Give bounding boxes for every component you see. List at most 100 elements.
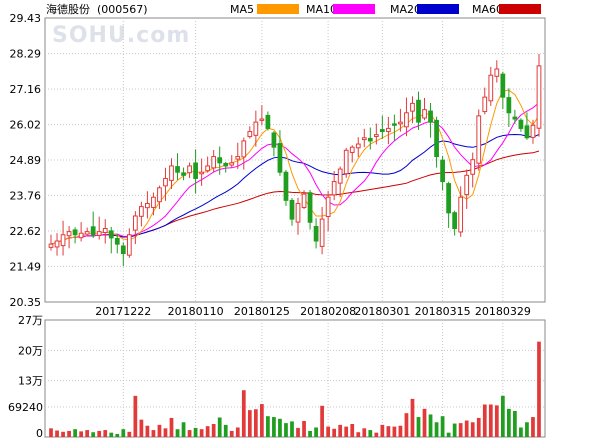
volume-bar [73,429,77,437]
candle-body [187,165,192,174]
volume-bar [525,422,529,437]
volume-bar [446,432,451,437]
volume-bar [380,424,385,437]
candle-body [271,132,277,148]
candle-body [199,171,204,175]
candle-body [506,97,512,114]
price-tick-label: 22.62 [10,225,42,238]
candle-body [108,230,114,239]
volume-bar [55,430,59,437]
candle-body [307,192,313,223]
volume-bar [169,417,174,437]
volume-bar [133,395,138,437]
volume-bar [272,417,276,437]
ma60-polyline [50,150,540,245]
price-axis: 29.43 28.29 27.16 26.02 24.89 23.76 22.62 21.49… [10,12,42,309]
volume-bar [103,430,108,437]
candle-body [265,114,271,129]
candlesticks [48,53,542,266]
candle-body [235,156,241,160]
volume-bar [79,431,84,437]
volume-bar [49,428,53,437]
candle-body [337,168,343,184]
date-axis: 20171222 20180110 20180125 2018020820180301… [95,305,531,318]
candle-body [241,140,247,158]
volume-bar [145,425,150,437]
date-tick-label: 20180125 [234,305,290,318]
candle-body [319,218,325,247]
volume-tick-label: 0 [36,427,43,440]
volume-bar [187,430,192,437]
candle-body [102,227,108,234]
volume-bar [416,417,421,437]
candle-body [301,193,307,208]
candle-body [120,245,126,255]
candle-body [470,159,476,175]
legend-swatch-ma10 [333,4,375,14]
candle-body [126,234,132,256]
ma5-polyline [50,89,540,245]
candle-body [253,121,259,136]
candle-body [247,131,253,138]
candle-body [500,73,506,98]
volume-bar [157,424,162,437]
volume-bar [223,424,228,437]
candle-body [193,162,198,179]
stock-code: (000567) [97,3,148,16]
ma10-line [50,102,540,245]
candle-body [205,165,211,172]
volume-bar [290,421,294,437]
volume-bar [193,427,198,437]
candle-body [446,183,451,214]
volume-bar [211,424,216,437]
candle-body [422,109,427,119]
price-tick-label: 27.16 [10,83,42,96]
date-tick-label: 20180315 [415,305,471,318]
volume-bar [284,423,288,437]
candle-body [349,146,355,153]
volume-tick-label: 20万 [18,344,43,357]
legend-label-ma5: MA5 [230,3,254,16]
volume-bar [422,408,427,437]
price-tick-label: 20.35 [10,296,42,309]
volume-bar [506,408,511,437]
candle-body [367,137,373,142]
candle-body [482,96,488,113]
candle-body [458,196,464,233]
price-tick-label: 28.29 [10,48,42,61]
volume-bar [247,410,252,437]
candle-body [494,68,500,77]
candle-body [132,215,138,231]
candle-body [163,177,168,187]
volume-panel-frame [44,319,546,438]
candle-body [181,172,186,176]
candle-body [410,102,415,112]
candle-body [434,119,439,158]
date-tick-label: 20180329 [475,305,531,318]
volume-bar [115,433,120,437]
candle-body [289,199,295,220]
candle-body [169,165,174,181]
candle-body [518,119,524,129]
candle-body [223,162,229,167]
volume-bars [49,341,541,437]
volume-bar [458,423,463,437]
volume-bar [440,416,445,437]
price-tick-label: 23.76 [10,189,42,202]
legend-swatch-ma5 [257,4,299,14]
candle-body [157,187,162,203]
volume-bar [91,432,96,437]
volume-bar [368,430,373,437]
volume-bar [404,413,409,437]
volume-bar [163,428,168,437]
candle-body [211,156,217,169]
watermark: SOHU.com [52,23,189,48]
candle-body [428,110,433,123]
candle-body [355,143,361,149]
candle-body [84,231,90,235]
candle-body [373,134,379,137]
volume-bar [434,422,439,437]
candle-body [295,202,301,223]
volume-bar [266,416,270,437]
